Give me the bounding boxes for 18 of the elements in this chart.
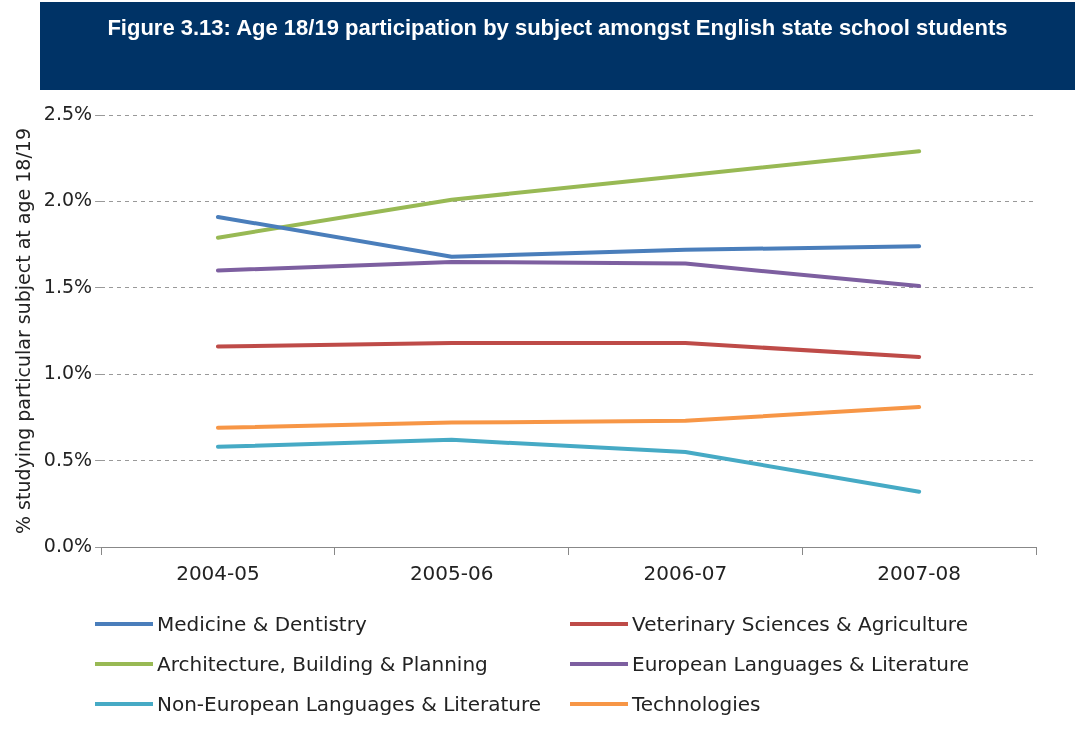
y-tick-label: 2.0%	[43, 188, 93, 211]
chart-title: Figure 3.13: Age 18/19 participation by subject amongst English state school students	[40, 2, 1075, 90]
y-tick-label: 2.5%	[43, 101, 93, 124]
y-tick-label: 1.0%	[43, 361, 93, 384]
legend-label: Non-European Languages & Literature	[157, 692, 542, 716]
y-tick-label: 0.0%	[43, 533, 93, 556]
legend-label: Architecture, Building & Planning	[157, 652, 488, 676]
y-axis-title: % studying particular subject at age 18/19	[12, 128, 35, 534]
legend-label: Veterinary Sciences & Agriculture	[632, 612, 968, 636]
y-tick-label: 1.5%	[43, 274, 93, 297]
x-tick-label: 2004-05	[176, 561, 260, 586]
legend-label: Technologies	[632, 692, 761, 716]
y-tick-label: 0.5%	[43, 447, 93, 470]
x-tick-label: 2007-08	[877, 561, 961, 586]
x-tick-label: 2006-07	[643, 561, 728, 586]
legend-label: Medicine & Dentistry	[157, 612, 367, 636]
x-tick-label: 2005-06	[409, 561, 494, 586]
legend-label: European Languages & Literature	[632, 652, 969, 676]
